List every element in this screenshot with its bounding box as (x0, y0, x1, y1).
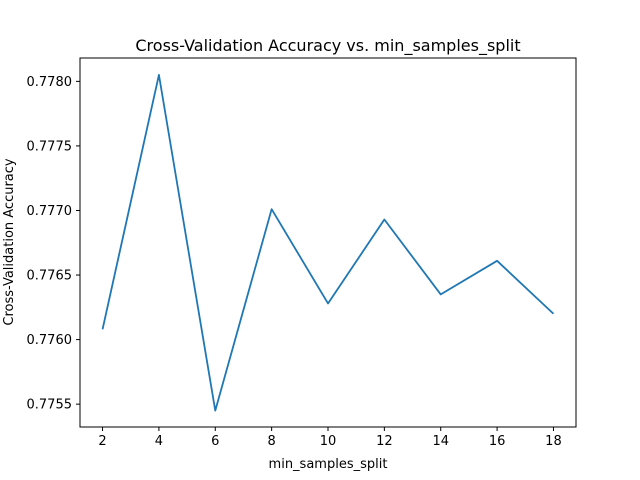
y-axis-label: Cross-Validation Accuracy (2, 158, 17, 326)
y-tick-label: 0.7755 (27, 398, 73, 413)
chart-title: Cross-Validation Accuracy vs. min_sample… (135, 36, 520, 56)
x-axis-label: min_samples_split (269, 457, 388, 472)
x-tick-label: 10 (320, 434, 337, 449)
series-line (101, 74, 555, 412)
x-tick-label: 8 (267, 434, 275, 449)
plot-frame (79, 57, 577, 428)
x-tick-label: 14 (432, 434, 449, 449)
x-tick-label: 16 (489, 434, 506, 449)
y-tick-label: 0.7770 (27, 204, 73, 219)
plot-area: 2 4 6 8 10 12 14 16 18 0.7755 0.7760 0.7765 0.7770 0.… (27, 57, 577, 449)
x-tick-label: 18 (545, 434, 562, 449)
y-tick-label: 0.7760 (27, 333, 73, 348)
x-tick-label: 4 (155, 434, 163, 449)
y-tick-label: 0.7780 (27, 75, 73, 90)
y-tick-label: 0.7765 (27, 269, 73, 284)
x-tick-label: 6 (211, 434, 219, 449)
x-tick-label: 12 (376, 434, 393, 449)
x-tick-label: 2 (98, 434, 106, 449)
y-tick-label: 0.7775 (27, 139, 73, 154)
